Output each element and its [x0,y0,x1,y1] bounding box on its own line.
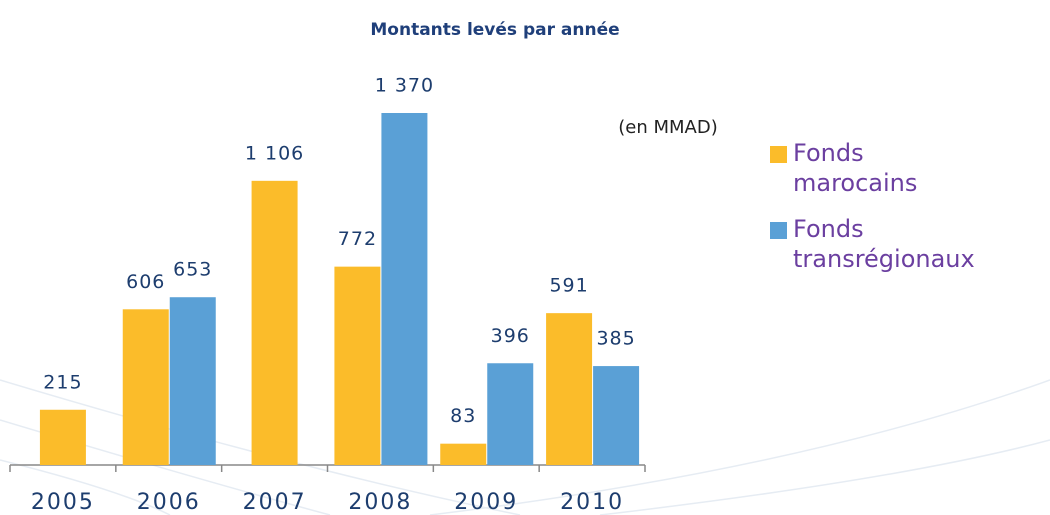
bar [440,443,487,465]
value-label: 606 [126,271,165,293]
x-tick-label: 2008 [348,490,412,515]
bar [334,266,381,465]
bar [251,180,298,465]
value-label: 653 [173,259,212,281]
x-tick-label: 2007 [243,490,307,515]
bar [169,297,216,465]
value-label: 215 [43,371,82,393]
legend-swatch [770,222,787,239]
value-label: 385 [596,328,635,350]
x-tick-label: 2010 [560,490,624,515]
value-label: 772 [338,228,377,250]
legend-item: Fonds transrégionaux [770,214,1050,274]
value-label: 591 [549,275,588,297]
x-tick-label: 2009 [454,490,518,515]
bar [546,313,593,465]
value-label: 1 106 [245,142,304,164]
legend: Fonds marocains Fonds transrégionaux [770,138,1050,290]
legend-item: Fonds marocains [770,138,1050,198]
x-tick-label: 2006 [137,490,201,515]
bar [487,363,534,465]
legend-label: Fonds marocains [793,139,918,197]
value-label: 1 370 [375,75,434,97]
value-label: 83 [450,405,476,427]
bar [39,409,86,465]
legend-label: Fonds transrégionaux [793,215,975,273]
chart-title: Montants levés par année [370,20,619,40]
unit-note: (en MMAD) [618,117,717,138]
x-tick-label: 2005 [31,490,95,515]
bar [593,366,640,465]
value-label: 396 [491,325,530,347]
bar [381,113,428,465]
bar [122,309,169,465]
legend-swatch [770,146,787,163]
